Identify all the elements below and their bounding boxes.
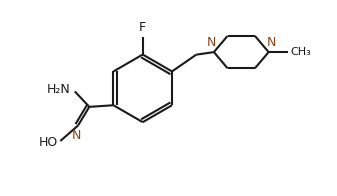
Text: F: F <box>139 21 146 34</box>
Text: HO: HO <box>38 136 58 149</box>
Text: N: N <box>207 36 216 49</box>
Text: N: N <box>72 129 81 142</box>
Text: CH₃: CH₃ <box>290 47 311 57</box>
Text: H₂N: H₂N <box>47 83 71 96</box>
Text: N: N <box>267 36 276 49</box>
